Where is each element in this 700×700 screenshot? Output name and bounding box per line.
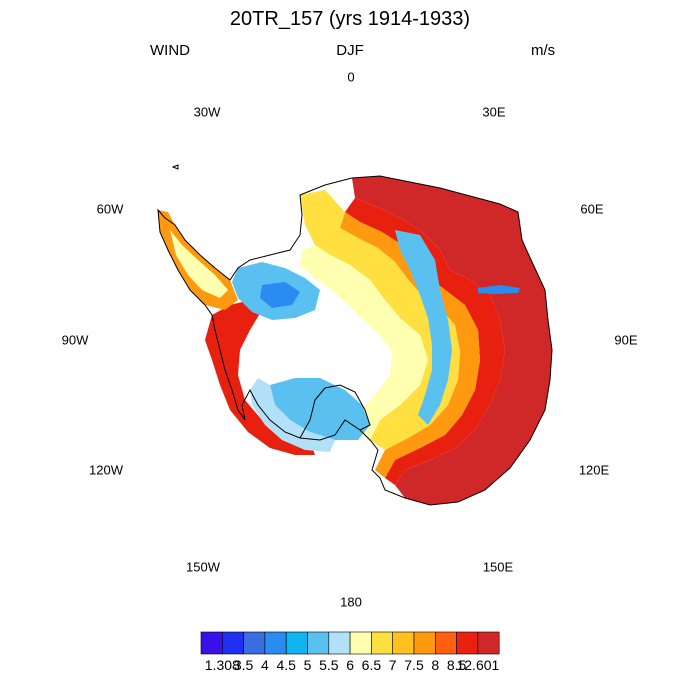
lon-label-180: 180 <box>340 594 362 610</box>
lon-label-120e: 120E <box>578 462 610 478</box>
colorbar-label-9: 7.5 <box>404 657 424 673</box>
colorbar-label-3: 4.5 <box>276 657 296 673</box>
ross-ice-shelf-line <box>299 384 371 439</box>
colorbar-box-2 <box>243 631 266 655</box>
wind-region-high-east <box>345 198 505 485</box>
lon-label-150w: 150W <box>186 559 220 575</box>
lon-label-150e: 150E <box>482 559 514 575</box>
wind-region-blue-strip <box>478 285 520 294</box>
colorbar-label-7: 6.5 <box>362 657 382 673</box>
colorbar-label-1: 3.5 <box>234 657 254 673</box>
lon-label-90w: 90W <box>61 332 89 348</box>
colorbar-box-1 <box>222 631 244 655</box>
colorbar-box-12 <box>456 631 479 655</box>
colorbar-label-2: 4 <box>261 657 269 673</box>
plot-title: 20TR_157 (yrs 1914-1933) <box>229 8 471 30</box>
colorbar-box-4 <box>285 631 308 655</box>
colorbar-label-5: 5.5 <box>319 657 339 673</box>
lon-label-60e: 60E <box>580 201 604 217</box>
colorbar-label-4: 5 <box>304 657 312 673</box>
colorbar-box-0 <box>200 631 223 655</box>
wind-region-peninsula-light <box>170 230 228 298</box>
colorbar-box-5 <box>307 631 330 655</box>
colorbar-label-6: 6 <box>346 657 354 673</box>
units-label: m/s <box>531 42 556 59</box>
lon-label-120w: 120W <box>89 462 123 478</box>
wind-region-high-west <box>205 300 315 455</box>
wind-region-very-high <box>352 176 552 505</box>
wind-region-deep-blue-west <box>260 282 300 308</box>
wind-region-blue-ridge <box>395 230 452 425</box>
colorbar-label-0: 1.308 <box>205 657 240 673</box>
variable-label: WIND <box>150 42 190 59</box>
wind-region-orange-east <box>340 212 480 478</box>
colorbar-box-11 <box>434 631 457 655</box>
season-label: DJF <box>336 42 364 59</box>
colorbar-box-9 <box>392 631 415 655</box>
colorbar-label-10: 8 <box>431 657 439 673</box>
colorbar-label-12: 12.601 <box>456 657 499 673</box>
lon-label-90e: 90E <box>614 332 638 348</box>
colorbar-box-8 <box>371 631 393 655</box>
colorbar-box-13 <box>477 631 500 655</box>
wind-field <box>158 176 552 505</box>
lon-label-60w: 60W <box>96 201 124 217</box>
wind-region-light-blue-ross <box>250 378 335 452</box>
small-island <box>171 164 179 170</box>
colorbar-label-11: 8.5 <box>447 657 467 673</box>
lon-label-30w: 30W <box>193 104 221 120</box>
colorbar-boxes <box>200 631 500 655</box>
colorbar-box-3 <box>264 631 287 655</box>
colorbar-label-8: 7 <box>389 657 397 673</box>
lon-label-0: 0 <box>347 69 355 85</box>
wind-region-blue-ross <box>270 378 370 440</box>
lon-label-30e: 30E <box>482 104 506 120</box>
colorbar-box-7 <box>349 631 372 655</box>
colorbar-box-10 <box>413 631 436 655</box>
colorbar-box-6 <box>328 631 351 655</box>
wind-region-light-yellow <box>300 245 428 440</box>
